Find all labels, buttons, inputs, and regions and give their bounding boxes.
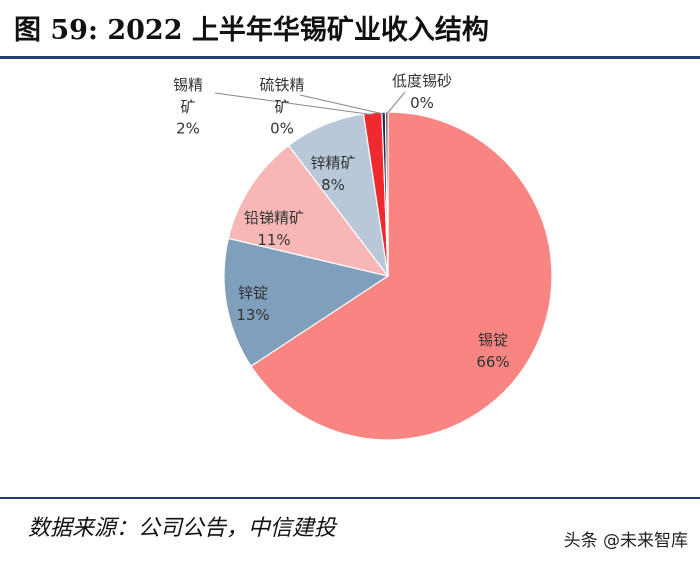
slice-label-7: 低度锡砂 0% [392, 72, 452, 112]
leader-line-7 [386, 91, 406, 115]
slice-label-6: 硫铁精矿 0% [259, 76, 304, 138]
slice-label-5: 锡精矿 2% [173, 76, 203, 138]
pie-slices [223, 111, 553, 441]
slice-1 [250, 111, 553, 441]
slice-labels: 锡锭 66% 锌锭 13% 铅锑精矿 11%锌精矿 8% 锡精矿 2% 硫铁精矿 0% 低度锡砂 0% [173, 72, 510, 371]
footer-divider [0, 497, 700, 499]
pie-chart: 锡锭 66% 锌锭 13% 铅锑精矿 11%锌精矿 8% 锡精矿 2% 硫铁精矿 0% 低度锡砂 0% [173, 72, 553, 441]
leader-line-6 [299, 94, 384, 115]
chart-title: 图 59: 2022 上半年华锡矿业收入结构 [14, 15, 489, 46]
slice-label-3: 铅锑精矿 11% [244, 209, 304, 249]
leader-lines [214, 91, 406, 116]
slice-2 [223, 237, 390, 367]
watermark: 头条 @未来智库 [563, 531, 688, 551]
header-divider [0, 56, 700, 59]
slice-label-4: 锌精矿 8% [310, 154, 355, 194]
slice-label-1: 锡锭 66% [476, 331, 509, 371]
slice-label-2: 锌锭 13% [236, 284, 269, 324]
leader-line-5 [214, 92, 373, 116]
slice-3 [227, 144, 390, 277]
source-note: 数据来源：公司公告，中信建投 [28, 516, 337, 541]
